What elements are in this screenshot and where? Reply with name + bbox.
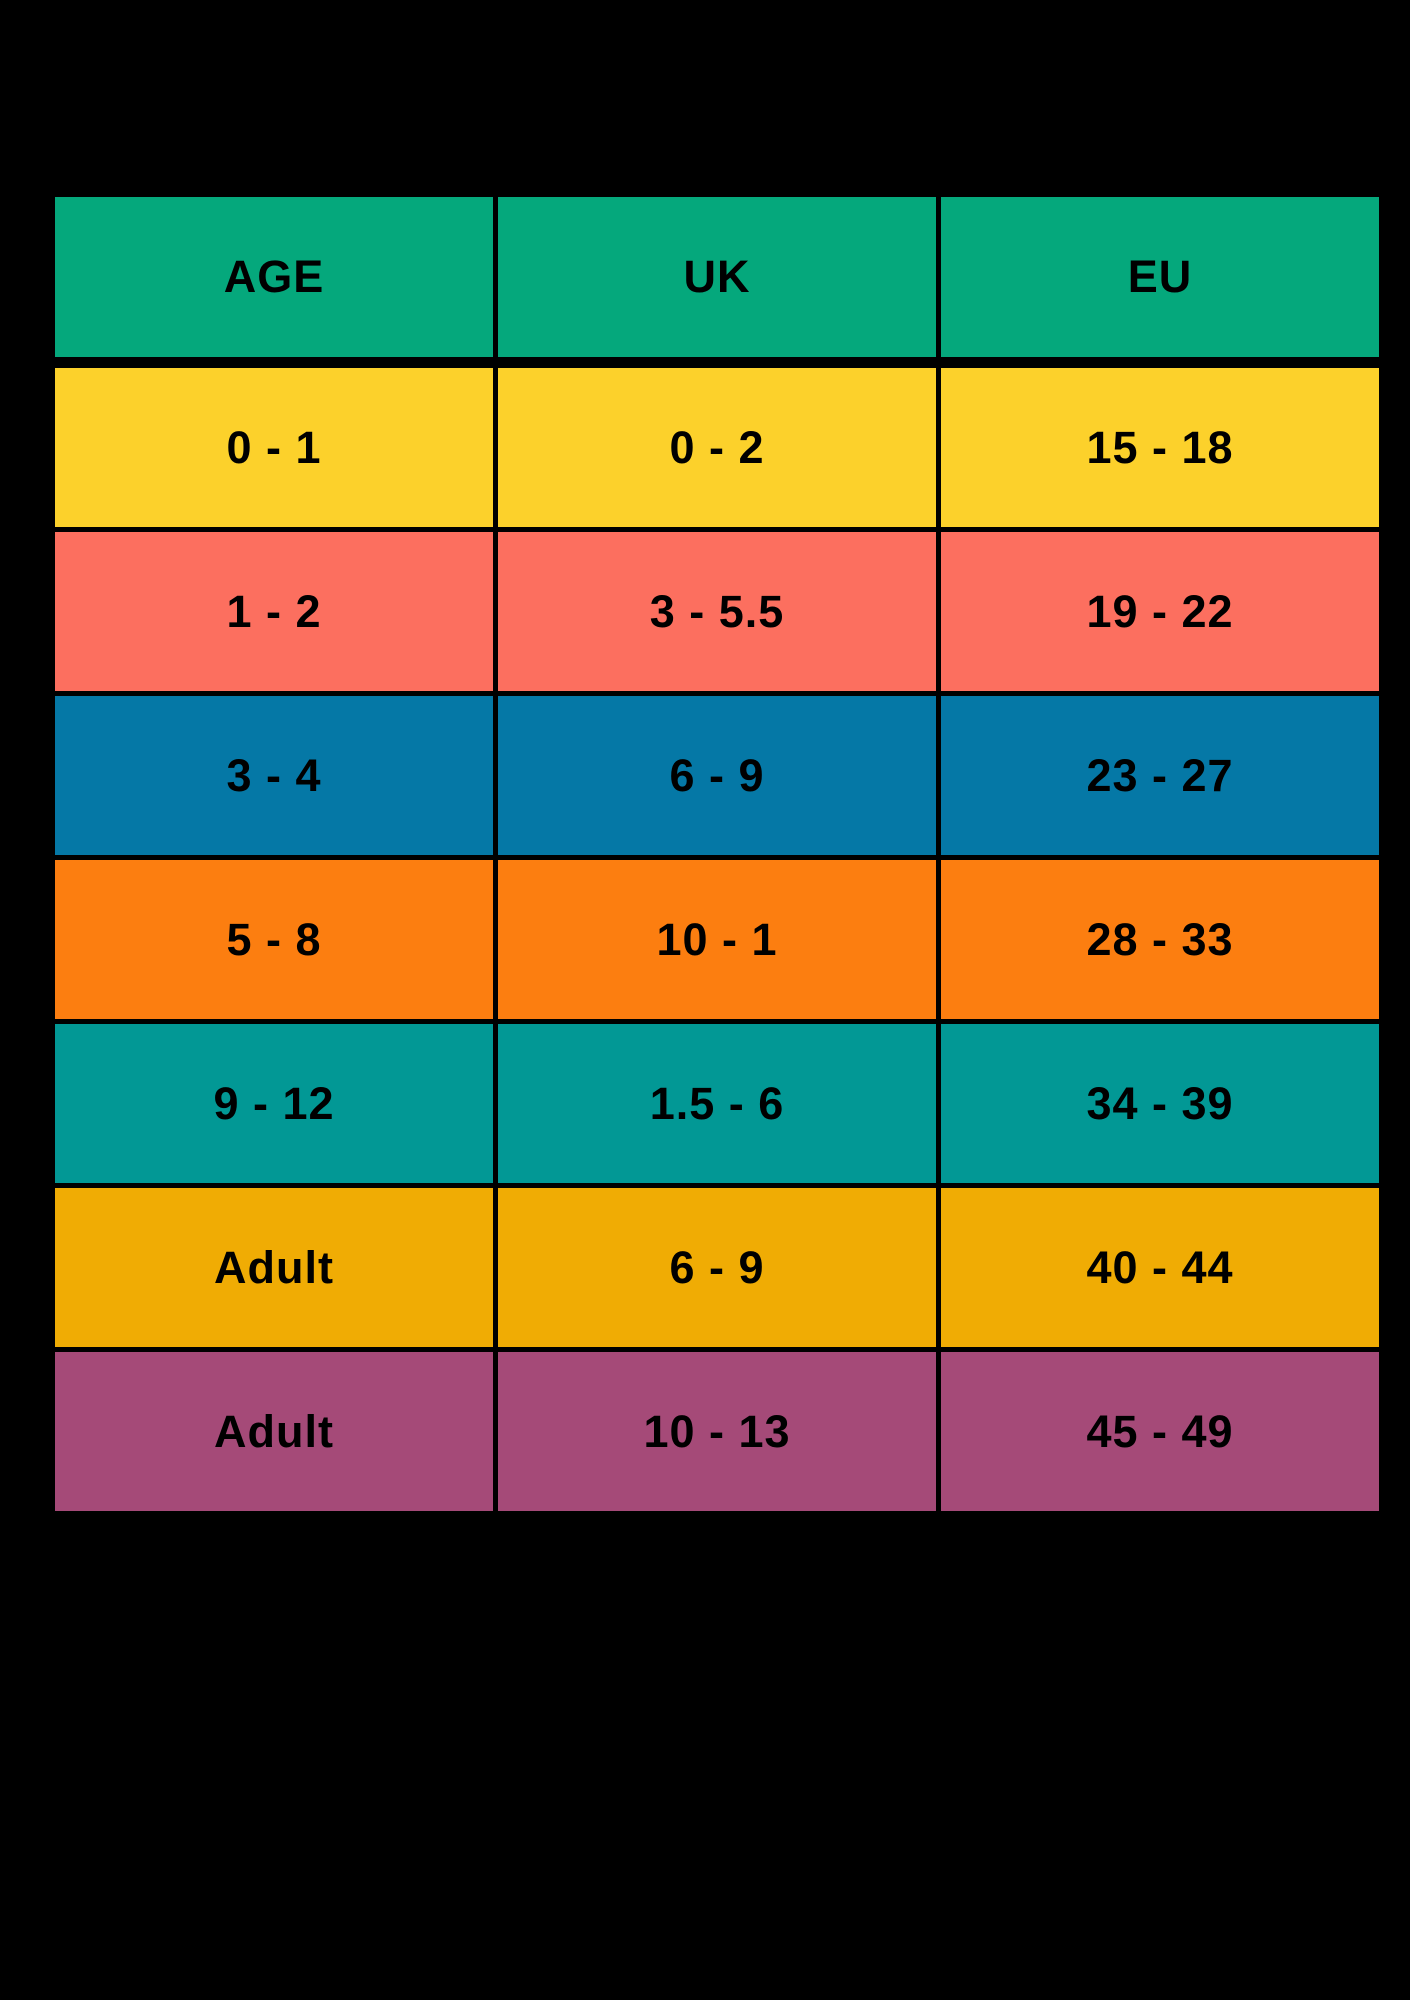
cell-uk: 6 - 9 xyxy=(498,1188,936,1347)
cell-uk: 6 - 9 xyxy=(498,696,936,855)
header-cell-eu: EU xyxy=(941,197,1379,357)
cell-eu: 45 - 49 xyxy=(941,1352,1379,1511)
cell-uk: 0 - 2 xyxy=(498,368,936,527)
header-cell-uk: UK xyxy=(498,197,936,357)
table-row: 9 - 12 1.5 - 6 34 - 39 xyxy=(55,1024,1379,1183)
table-row: Adult 10 - 13 45 - 49 xyxy=(55,1352,1379,1511)
table-row: Adult 6 - 9 40 - 44 xyxy=(55,1188,1379,1347)
cell-age: 5 - 8 xyxy=(55,860,493,1019)
cell-eu: 40 - 44 xyxy=(941,1188,1379,1347)
cell-eu: 34 - 39 xyxy=(941,1024,1379,1183)
table-row: 1 - 2 3 - 5.5 19 - 22 xyxy=(55,532,1379,691)
cell-uk: 3 - 5.5 xyxy=(498,532,936,691)
cell-age: 1 - 2 xyxy=(55,532,493,691)
table-row: 3 - 4 6 - 9 23 - 27 xyxy=(55,696,1379,855)
table-row: 5 - 8 10 - 1 28 - 33 xyxy=(55,860,1379,1019)
cell-eu: 23 - 27 xyxy=(941,696,1379,855)
cell-uk: 10 - 1 xyxy=(498,860,936,1019)
cell-age: 0 - 1 xyxy=(55,368,493,527)
cell-eu: 19 - 22 xyxy=(941,532,1379,691)
cell-eu: 15 - 18 xyxy=(941,368,1379,527)
cell-age: Adult xyxy=(55,1352,493,1511)
cell-eu: 28 - 33 xyxy=(941,860,1379,1019)
cell-uk: 1.5 - 6 xyxy=(498,1024,936,1183)
cell-age: 9 - 12 xyxy=(55,1024,493,1183)
header-cell-age: AGE xyxy=(55,197,493,357)
header-row: AGE UK EU xyxy=(55,197,1379,357)
cell-age: Adult xyxy=(55,1188,493,1347)
size-chart-table: AGE UK EU 0 - 1 0 - 2 15 - 18 1 - 2 3 - … xyxy=(55,197,1379,1516)
table-row: 0 - 1 0 - 2 15 - 18 xyxy=(55,368,1379,527)
cell-uk: 10 - 13 xyxy=(498,1352,936,1511)
cell-age: 3 - 4 xyxy=(55,696,493,855)
